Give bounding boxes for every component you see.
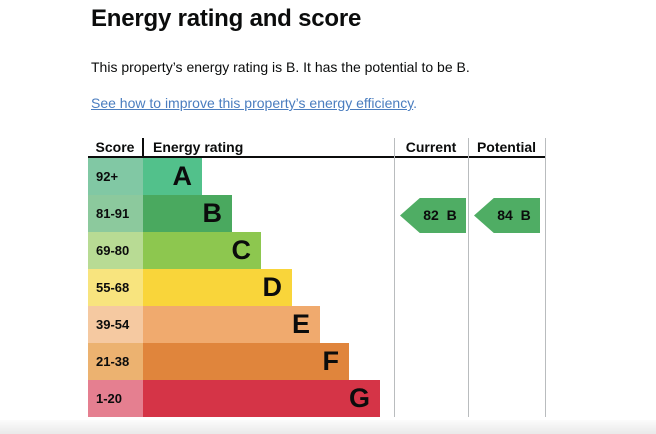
band-row-a: 92+ A <box>88 158 394 195</box>
column-divider <box>468 138 469 417</box>
score-range-label: 21-38 <box>88 343 143 380</box>
band-bar: D <box>143 269 292 306</box>
band-bar: B <box>143 195 232 232</box>
score-range-label: 81-91 <box>88 195 143 232</box>
score-range-label: 92+ <box>88 158 143 195</box>
band-row-f: 21-38 F <box>88 343 394 380</box>
header-underline-main <box>88 156 394 158</box>
potential-column-header: Potential <box>476 139 537 155</box>
band-bar: E <box>143 306 320 343</box>
column-divider <box>545 138 546 417</box>
link-suffix: . <box>413 95 418 111</box>
header-underline-potential <box>469 156 545 158</box>
score-range-label: 55-68 <box>88 269 143 306</box>
current-rating-arrow: 82 B <box>400 198 466 233</box>
score-range-label: 39-54 <box>88 306 143 343</box>
band-bar: A <box>143 158 202 195</box>
score-column-header: Score <box>95 139 135 155</box>
bottom-section-edge <box>0 420 656 434</box>
epc-chart: Score Energy rating Current Potential 92… <box>88 138 546 417</box>
band-row-d: 55-68 D <box>88 269 394 306</box>
band-row-c: 69-80 C <box>88 232 394 269</box>
intro-text: This property’s energy rating is B. It h… <box>91 59 470 75</box>
header-underline-current <box>395 156 468 158</box>
band-bar: G <box>143 380 380 417</box>
column-divider <box>394 138 395 417</box>
score-range-label: 69-80 <box>88 232 143 269</box>
header-divider <box>142 138 144 156</box>
score-range-label: 1-20 <box>88 380 143 417</box>
link-line: See how to improve this property’s energ… <box>91 93 417 113</box>
page-title: Energy rating and score <box>91 5 362 32</box>
current-column-header: Current <box>405 139 457 155</box>
energy-rating-column-header: Energy rating <box>153 139 244 155</box>
band-row-e: 39-54 E <box>88 306 394 343</box>
potential-rating-arrow: 84 B <box>474 198 540 233</box>
improve-efficiency-link[interactable]: See how to improve this property’s energ… <box>91 95 414 111</box>
band-bar: F <box>143 343 349 380</box>
band-row-g: 1-20 G <box>88 380 394 417</box>
band-row-b: 81-91 B <box>88 195 394 232</box>
band-bar: C <box>143 232 261 269</box>
